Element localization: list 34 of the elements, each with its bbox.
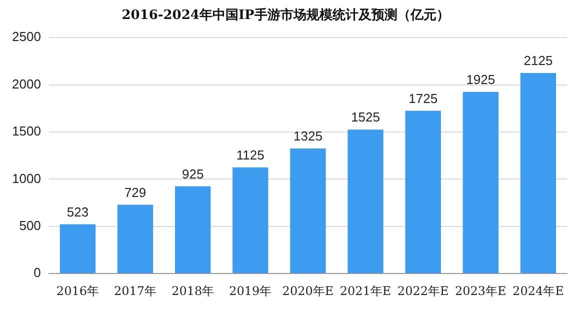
- bar: [348, 130, 384, 274]
- bar: [290, 148, 326, 274]
- data-label: 925: [182, 166, 204, 182]
- y-tick-label: 0: [34, 265, 41, 280]
- bar: [117, 204, 154, 274]
- bar: [174, 186, 211, 274]
- bar: [405, 110, 441, 274]
- x-tick-label: 2021年E: [340, 284, 392, 298]
- y-tick-label: 2000: [12, 76, 41, 92]
- chart-title: 2016-2024年中国IP手游市场规模统计及预测（亿元）: [122, 7, 450, 24]
- x-tick-label: 2018年: [172, 284, 214, 298]
- x-tick-label: 2023年E: [454, 284, 506, 298]
- x-tick-label: 2024年E: [512, 284, 564, 298]
- x-tick-label: 2022年E: [397, 284, 449, 298]
- data-label: 1325: [294, 128, 322, 144]
- bar: [462, 92, 498, 274]
- y-tick-label: 1500: [12, 124, 41, 139]
- data-label: 1525: [351, 110, 380, 125]
- data-label: 1725: [408, 90, 438, 106]
- bar: [520, 73, 556, 274]
- y-tick-label: 1000: [12, 170, 41, 186]
- data-label: 523: [66, 204, 89, 220]
- data-label: 729: [124, 184, 146, 200]
- data-label: 2125: [524, 53, 553, 68]
- data-label: 1925: [466, 72, 496, 87]
- x-tick-label: 2016年: [56, 284, 99, 298]
- y-tick-label: 500: [19, 218, 41, 233]
- bar: [60, 224, 96, 274]
- y-tick-label: 2500: [12, 29, 41, 44]
- data-label: 1125: [236, 147, 264, 162]
- x-tick-label: 2019年: [229, 284, 272, 298]
- x-tick-label: 2017年: [114, 284, 157, 298]
- x-tick-label: 2020年E: [282, 284, 334, 298]
- bar: [232, 167, 268, 274]
